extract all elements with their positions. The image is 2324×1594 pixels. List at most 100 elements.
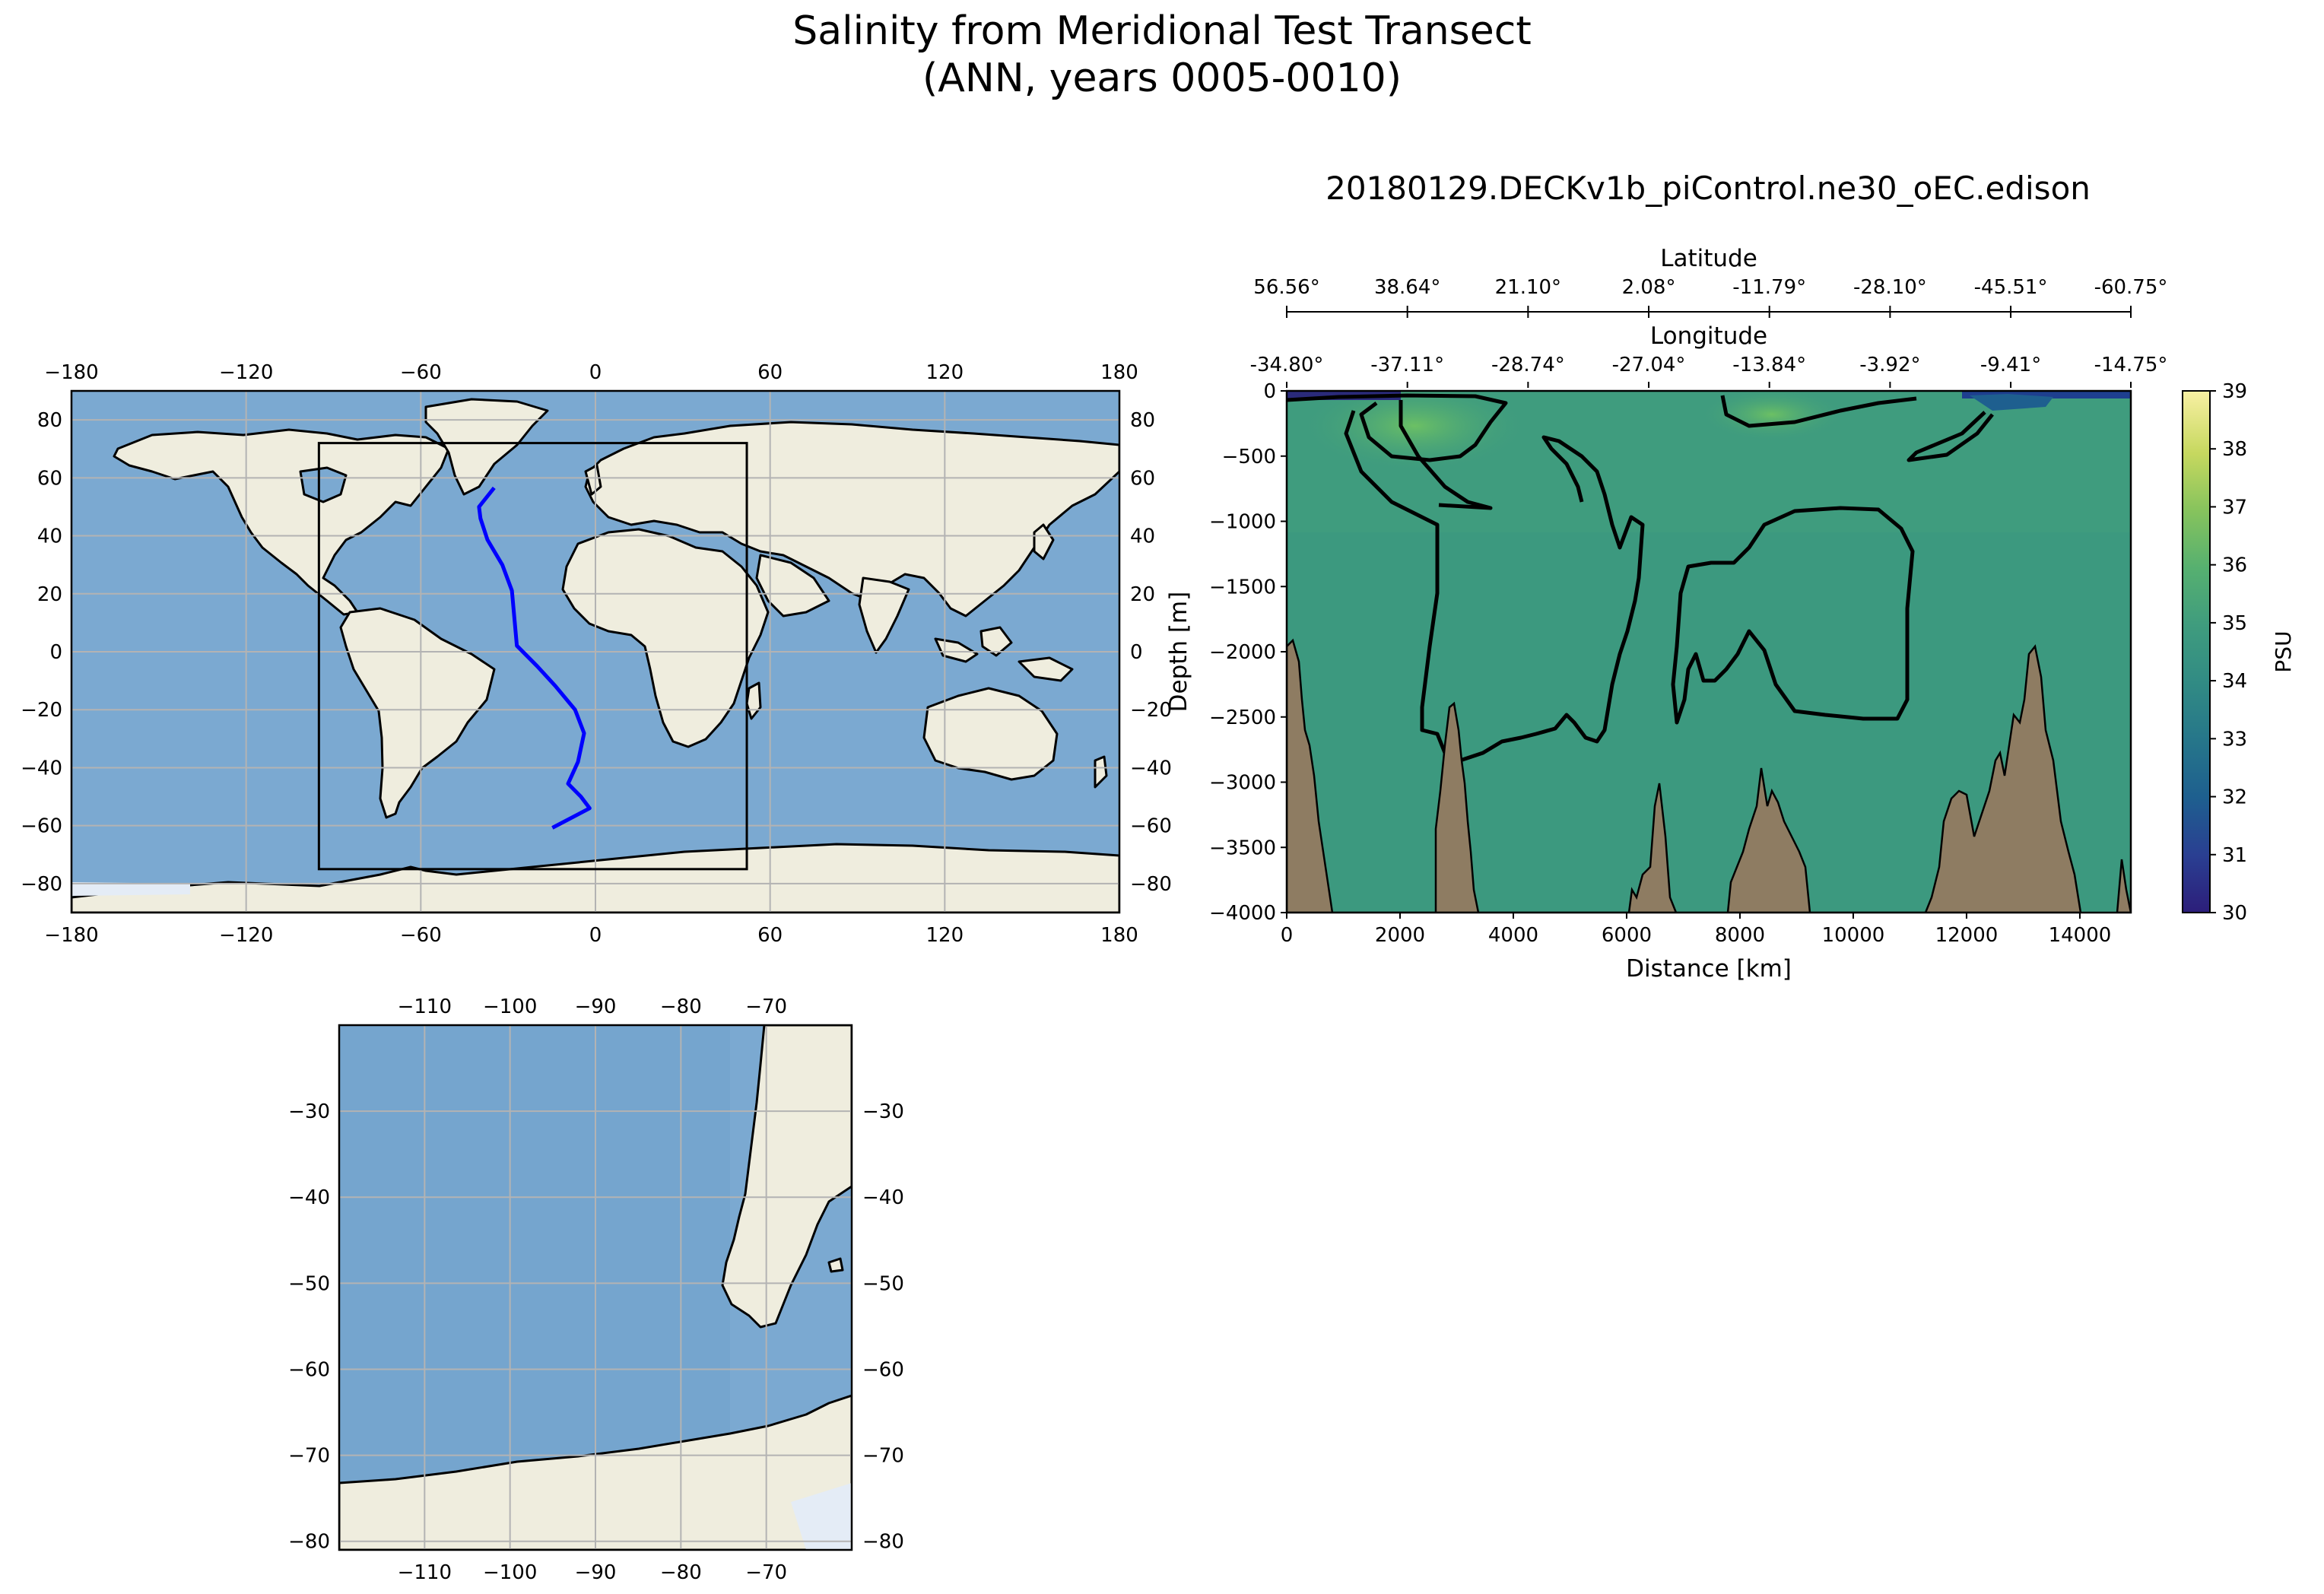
tick-label-lat-right: −20 <box>1130 699 1172 722</box>
tick-label-lat-left: 40 <box>37 526 62 548</box>
colorbar-tick-label: 31 <box>2222 844 2247 867</box>
y-tick-label: −4000 <box>1209 902 1276 925</box>
africa-land <box>561 528 770 748</box>
longitude-tick-label: -37.11° <box>1370 354 1444 376</box>
longitude-tick-label: -9.41° <box>1980 354 2041 376</box>
y-tick-label: 0 <box>1263 380 1276 403</box>
maritime-continent-land <box>934 637 979 663</box>
colorbar-tick-label: 36 <box>2222 554 2247 577</box>
tick-label-lat-right: −30 <box>862 1100 904 1123</box>
x-tick-label: 12000 <box>1935 924 1999 947</box>
longitude-tick-label: -14.75° <box>2094 354 2168 376</box>
longitude-tick-label: -28.74° <box>1491 354 1565 376</box>
tick-label-lat-left: −30 <box>288 1100 330 1123</box>
y-tick-label: −500 <box>1222 446 1276 468</box>
tick-label-lat-right: 0 <box>1130 641 1143 664</box>
tick-label-lat-right: 80 <box>1130 409 1155 432</box>
tick-label-lon-top: −110 <box>398 995 452 1018</box>
y-tick-label: −2500 <box>1209 707 1276 729</box>
regional-deep-ocean-shade <box>339 1025 730 1550</box>
tick-label-lat-right: −40 <box>862 1186 904 1209</box>
salinity-contours <box>1287 393 1994 763</box>
x-axis-label: Distance [km] <box>1626 955 1792 983</box>
new-guinea-land <box>1018 656 1074 682</box>
regional-map-gridlines <box>339 1025 852 1550</box>
contour-south-pocket <box>1907 411 1994 462</box>
contour-deep-loop <box>1671 506 1915 725</box>
tick-label-lat-right: −80 <box>862 1531 904 1554</box>
tick-label-lon-bottom: −120 <box>219 924 273 947</box>
tick-label-lat-right: 20 <box>1130 583 1155 606</box>
salty-core-south <box>1700 391 1844 441</box>
greenland-land <box>424 398 549 496</box>
contour-surface-band <box>1399 400 1493 510</box>
colorbar-ticks: 39 38 37 36 35 34 33 32 31 30 <box>2210 380 2247 925</box>
tick-label-lon-bottom: −110 <box>398 1561 452 1584</box>
india-land <box>858 576 910 654</box>
global-map-frame <box>70 389 1121 914</box>
tick-label-lon-top: −180 <box>44 361 98 384</box>
tick-label-lon-top: −90 <box>575 995 617 1018</box>
contour-south-surface <box>1720 395 1917 428</box>
global-map-tick-labels: −180 −180 −120 −120 −60 −60 0 0 60 60 120 120 180 180… <box>21 361 1172 947</box>
latitude-axis-label: Latitude <box>1660 245 1757 272</box>
tick-label-lat-right: −40 <box>1130 757 1172 780</box>
x-tick-label: 4000 <box>1488 924 1538 947</box>
tick-label-lat-right: 60 <box>1130 467 1155 490</box>
x-tick-label: 10000 <box>1822 924 1885 947</box>
tick-label-lon-bottom: −100 <box>483 1561 537 1584</box>
fresh-water-lens-south <box>1970 394 2053 411</box>
tick-label-lon-top: −80 <box>660 995 702 1018</box>
tick-label-lon-top: −100 <box>483 995 537 1018</box>
longitude-axis-label: Longitude <box>1650 322 1767 350</box>
tick-label-lat-left: 60 <box>37 467 62 490</box>
tick-label-lat-left: −50 <box>288 1272 330 1295</box>
tick-label-lat-left: −80 <box>21 873 62 896</box>
longitude-tick-label: -13.84° <box>1732 354 1806 376</box>
y-tick-label: −1500 <box>1209 576 1276 599</box>
y-axis-label: Depth [m] <box>1165 592 1192 713</box>
fresh-surface-south <box>1962 391 2131 398</box>
latitude-tick-label: 38.64° <box>1374 276 1440 299</box>
eurasia-land <box>584 421 1119 618</box>
contour-upper-north <box>1287 393 1508 462</box>
tick-label-lat-left: −60 <box>21 815 62 838</box>
tick-label-lat-right: −80 <box>1130 873 1172 896</box>
longitude-tick-label: -34.80° <box>1250 354 1324 376</box>
tick-label-lat-left: −60 <box>288 1358 330 1381</box>
y-tick-label: −1000 <box>1209 511 1276 534</box>
tick-label-lat-right: −60 <box>1130 815 1172 838</box>
falkland-islands <box>827 1257 844 1273</box>
regional-map-tick-labels: −110 −110 −100 −100 −90 −90 −80 −80 −70 −70 −30 −30… <box>288 995 904 1584</box>
x-tick-label: 6000 <box>1602 924 1652 947</box>
latitude-tick-label: -28.10° <box>1853 276 1927 299</box>
colorbar-tick-label: 35 <box>2222 612 2247 635</box>
arabia-land <box>755 554 830 618</box>
x-tick-label: 0 <box>1281 924 1294 947</box>
new-zealand-land <box>1094 755 1108 789</box>
latitude-tick-label: -11.79° <box>1732 276 1806 299</box>
tick-label-lon-bottom: −60 <box>400 924 442 947</box>
british-isles-land <box>584 464 602 496</box>
latitude-tick-label: -45.51° <box>1974 276 2048 299</box>
y-tick-label: −3000 <box>1209 772 1276 795</box>
zoom-region-box <box>317 442 748 871</box>
tick-label-lat-left: −20 <box>21 699 62 722</box>
colorbar-tick-label: 38 <box>2222 438 2247 461</box>
section-axes: 0 2000 4000 6000 8000 10000 12000 14000 0 −500 −10… <box>1165 245 2167 983</box>
tick-label-lon-top: −120 <box>219 361 273 384</box>
latitude-tick-label: 56.56° <box>1253 276 1319 299</box>
transect-line <box>477 486 592 830</box>
japan-land <box>1033 523 1055 560</box>
x-tick-label: 2000 <box>1375 924 1425 947</box>
tick-label-lat-left: −70 <box>288 1445 330 1468</box>
seafloor-south-edge <box>2116 859 2131 913</box>
tick-label-lon-bottom: 120 <box>926 924 964 947</box>
tick-label-lat-left: 0 <box>49 641 62 664</box>
hudson-bay-water <box>299 466 348 503</box>
colorbar-tick-label: 39 <box>2222 380 2247 403</box>
tick-label-lon-bottom: 180 <box>1100 924 1138 947</box>
tick-label-lat-right: −60 <box>862 1358 904 1381</box>
colorbar-tick-label: 37 <box>2222 496 2247 519</box>
latitude-tick-label: 2.08° <box>1622 276 1676 299</box>
